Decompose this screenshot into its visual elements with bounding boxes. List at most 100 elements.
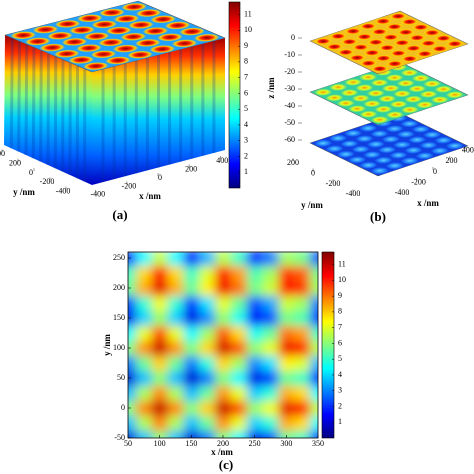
spot [112,44,139,53]
streak [9,38,14,149]
colorbar-tick-label: 1 [244,167,248,176]
colorbar-tick-label: 11 [244,9,252,18]
heat-cell [199,400,216,416]
heat-cell [278,415,295,431]
x-tick-label: 350 [312,439,324,448]
heat-cell [278,385,295,401]
spot [359,110,378,118]
heat-cell [199,325,216,341]
colorbar-tick-label: 6 [338,338,342,347]
heat-cell [135,415,153,431]
spot [336,99,355,107]
heat-cell [294,385,311,401]
y-label: y /nm [13,187,35,197]
tick-label: 0 [433,167,437,176]
spot [69,26,95,35]
spot [374,105,393,113]
heat-cell [230,280,248,296]
panel-b: z /nm y /nm x /nm (b) 0 -10 -20 -30 -40 -50 -6… [266,10,474,224]
spot [445,91,464,99]
heat-cell [230,430,248,438]
cube-side [4,35,92,185]
spot [314,88,333,96]
x-tick-label: 250 [249,439,261,448]
spot [340,140,359,148]
heat-cell [135,252,153,266]
spot [430,147,449,155]
panel-label: (a) [112,207,127,222]
heat-cell [183,370,200,386]
heat-cell [310,400,318,416]
heat-cell [151,310,169,326]
heat-cell [262,355,279,371]
heat-cell [167,310,184,326]
tick-label: -400 [346,189,361,198]
spot [359,161,378,169]
heat-cell [262,325,279,341]
spot [120,32,147,41]
spot [179,27,205,36]
spot [400,120,419,128]
heat-cell [183,252,200,266]
heat-cell [128,430,137,438]
spot [135,38,161,47]
tick-label: -400 [56,186,71,195]
heat-cell [135,430,153,438]
heat-cell [310,325,318,341]
heat-cell [167,370,184,386]
colorbar-tick-label: 11 [338,259,346,268]
spot [325,43,344,51]
spot [340,89,359,97]
heat-cell [215,252,232,266]
spot [411,125,430,133]
heat-cell [183,355,200,371]
colorbar-tick-label: 9 [244,41,248,50]
tick-label: 0 [311,168,315,177]
heat-cell [151,265,169,281]
heat-cell [215,370,232,386]
spot [363,49,382,57]
y-tick-label: 100 [113,343,125,352]
tick-label: -30 [284,84,295,93]
spot [419,141,438,149]
heat-cell [230,400,248,416]
tick-label: 200 [185,164,197,173]
x-tick-label: 300 [280,439,292,448]
spot [157,33,183,42]
spot [39,43,66,52]
spot [355,84,374,92]
spot [366,89,385,97]
spot [340,38,359,46]
spot [370,116,389,124]
spot [351,94,370,102]
heat-cell [215,385,232,401]
heat-cell [215,280,232,296]
tick-label: -40 [284,101,295,110]
plate-edge [309,61,469,126]
heat-cell [167,400,184,416]
heat-cell [262,415,279,431]
spot [419,90,438,98]
colorbar-tick-label: 5 [244,104,248,113]
spot [381,84,400,92]
heat-cell [199,385,216,401]
spot [76,44,102,53]
spot [359,59,378,67]
spot [344,129,363,137]
spot [355,135,374,143]
heat-cell [230,265,248,281]
heat-cell [151,385,169,401]
tick-label: -50 [284,118,295,127]
spot [396,28,415,36]
spot [329,134,348,142]
heat-cell [128,415,137,431]
heat-cell [262,310,279,326]
colorbar-tick-label: 7 [338,322,342,331]
spot [336,150,355,158]
tick-label: -60 [284,135,295,144]
heat-cell [262,295,279,311]
heat-cell [183,430,200,438]
heat-cell [230,415,248,431]
spot [400,157,419,165]
